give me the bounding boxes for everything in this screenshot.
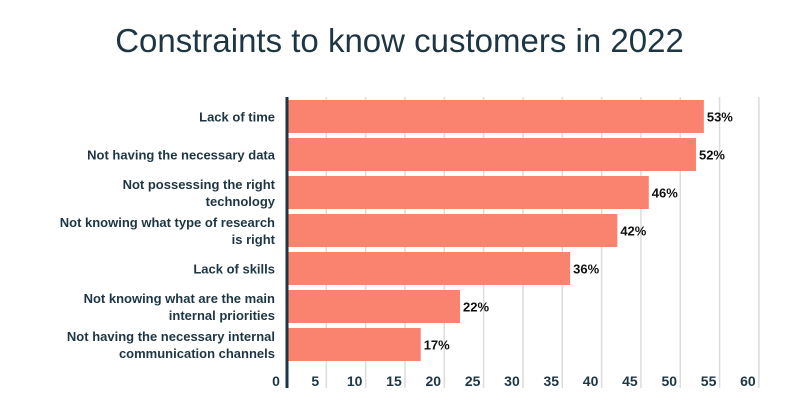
- category-label: Not having the necessary data: [87, 148, 276, 163]
- x-tick-label: 20: [426, 373, 442, 389]
- category-label: Not knowing what type of research: [60, 215, 275, 230]
- category-label: Lack of skills: [193, 262, 275, 277]
- x-tick-label: 5: [311, 373, 319, 389]
- x-tick-label: 15: [386, 373, 402, 389]
- bar: [287, 290, 461, 323]
- x-tick-label: 10: [347, 373, 363, 389]
- x-tick-label: 60: [740, 373, 756, 389]
- category-label: communication channels: [119, 346, 275, 361]
- data-label: 22%: [463, 300, 489, 315]
- category-label: technology: [206, 194, 276, 209]
- data-label: 17%: [424, 338, 450, 353]
- bar: [287, 252, 571, 285]
- category-label: Not having the necessary internal: [67, 329, 275, 344]
- x-tick-label: 45: [622, 373, 638, 389]
- x-tick-label: 40: [583, 373, 599, 389]
- bar: [287, 214, 618, 247]
- chart-title: Constraints to know customers in 2022: [115, 22, 684, 59]
- bar: [287, 176, 649, 209]
- x-tick-label: 55: [701, 373, 717, 389]
- data-label: 42%: [620, 224, 646, 239]
- x-tick-label: 30: [504, 373, 520, 389]
- x-tick-label: 35: [543, 373, 559, 389]
- data-label: 53%: [707, 110, 733, 125]
- category-label: Not knowing what are the main: [84, 291, 275, 306]
- x-tick-label: 25: [465, 373, 481, 389]
- data-label: 46%: [652, 186, 678, 201]
- category-label: internal priorities: [169, 308, 275, 323]
- bar: [287, 328, 421, 361]
- category-label: Not possessing the right: [123, 177, 276, 192]
- category-label: is right: [232, 232, 276, 247]
- category-label: Lack of time: [199, 110, 275, 125]
- x-tick-label: 0: [272, 373, 280, 389]
- x-tick-label: 50: [661, 373, 677, 389]
- bar: [287, 138, 696, 171]
- data-label: 36%: [573, 262, 599, 277]
- bar: [287, 100, 704, 133]
- data-label: 52%: [699, 148, 725, 163]
